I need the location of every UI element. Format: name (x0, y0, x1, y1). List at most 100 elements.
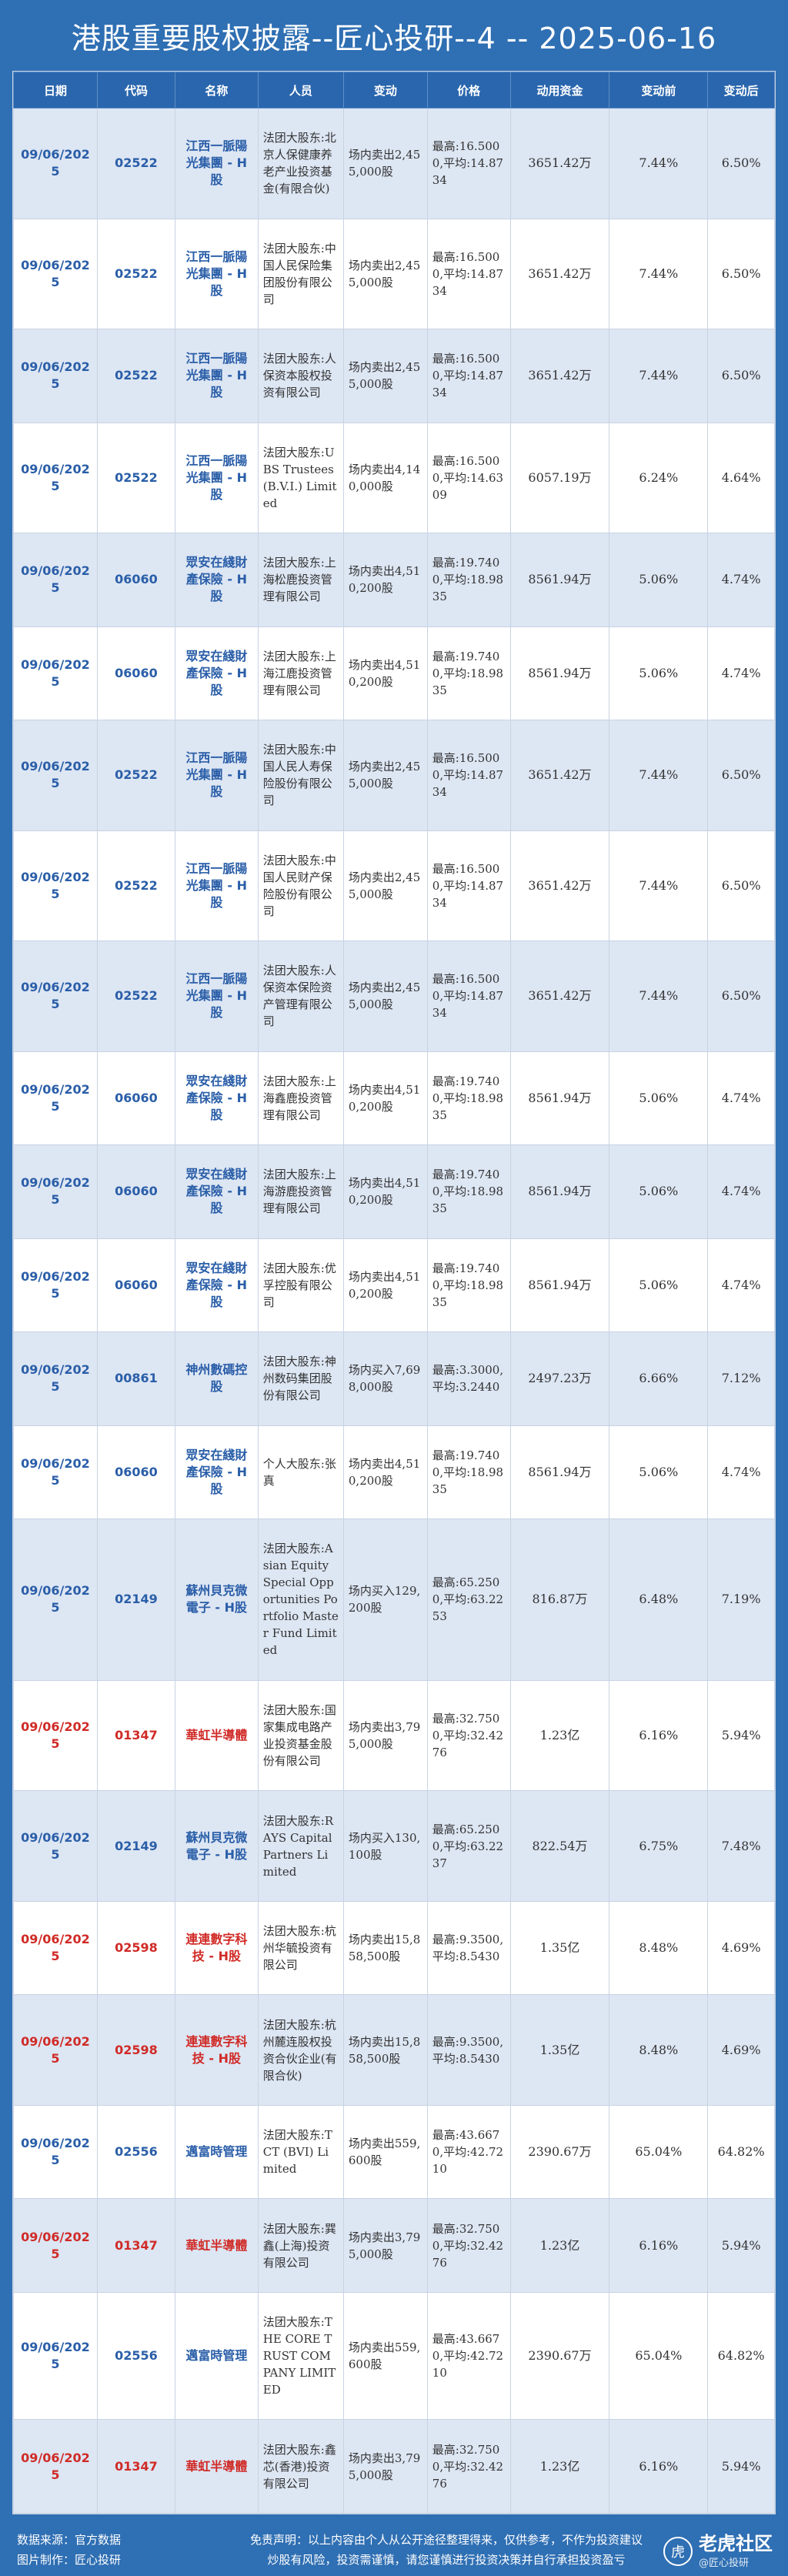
cell-date: 09/06/2025 (13, 2291, 98, 2421)
cell-code: 06060 (96, 1425, 176, 1520)
cell-change: 场内卖出4,510,200股 (342, 1051, 428, 1146)
cell-price: 最高:16.5000,平均:14.8734 (426, 108, 511, 219)
cell-before: 6.16% (609, 2198, 709, 2293)
cell-price: 最高:9.3500,平均:8.5430 (426, 1900, 511, 1996)
table-row: 09/06/2025 06060 眾安在綫財產保險 - H股 法团大股东:优孚控股有限… (13, 1238, 775, 1333)
cell-price: 最高:32.7500,平均:32.4276 (426, 2419, 511, 2514)
cell-person: 法团大股东:人保资本保险资产管理有限公司 (257, 941, 344, 1052)
cell-capital: 3651.42万 (509, 830, 610, 942)
cell-after: 4.69% (707, 1994, 775, 2106)
header-date: 日期 (13, 72, 98, 109)
table-row: 09/06/2025 06060 眾安在綫財產保險 - H股 个人大股东:张真 场内卖出… (13, 1425, 775, 1520)
cell-before: 7.44% (609, 830, 709, 942)
cell-person: 法团大股东:TCT (BVI) Limited (257, 2104, 344, 2200)
table-row: 09/06/2025 02598 連連數字科技 - H股 法团大股东:杭州麓连股权投资… (13, 1994, 775, 2106)
table-row: 09/06/2025 02598 連連數字科技 - H股 法团大股东:杭州华毓投资有限… (13, 1900, 775, 1996)
table-row: 09/06/2025 02149 蘇州貝克微電子 - H股 法团大股东:Asian E… (13, 1519, 775, 1681)
table-row: 09/06/2025 06060 眾安在綫財產保險 - H股 法团大股东:上海鑫鹿投资… (13, 1051, 775, 1146)
cell-person: 法团大股东:巽鑫(上海)投资有限公司 (257, 2198, 344, 2293)
cell-capital: 1.35亿 (509, 1994, 610, 2106)
cell-capital: 1.23亿 (509, 2419, 610, 2514)
cell-capital: 1.23亿 (509, 2198, 610, 2293)
cell-date: 09/06/2025 (13, 2104, 98, 2200)
table-row: 09/06/2025 06060 眾安在綫財產保險 - H股 法团大股东:上海江鹿投资… (13, 626, 775, 721)
cell-after: 64.82% (707, 2291, 775, 2421)
cell-price: 最高:16.5000,平均:14.6309 (426, 422, 511, 534)
brand-handle: @匠心投研 (699, 2558, 750, 2569)
cell-price: 最高:32.7500,平均:32.4276 (426, 1679, 511, 1792)
cell-date: 09/06/2025 (13, 2419, 98, 2514)
cell-change: 场内卖出2,455,000股 (342, 218, 428, 330)
cell-price: 最高:16.5000,平均:14.8734 (426, 218, 511, 330)
cell-date: 09/06/2025 (13, 533, 98, 627)
cell-capital: 3651.42万 (509, 941, 610, 1052)
cell-person: 法团大股东:THE CORE TRUST COMPANY LIMITED (257, 2291, 344, 2421)
table-row: 09/06/2025 06060 眾安在綫財產保險 - H股 法团大股东:上海游鹿投资… (13, 1144, 775, 1239)
cell-change: 场内卖出559,600股 (342, 2104, 428, 2200)
cell-name: 眾安在綫財產保險 - H股 (175, 626, 259, 721)
footer-maker: 图片制作：匠心投研 (17, 2553, 122, 2567)
cell-name: 連連數字科技 - H股 (175, 1900, 259, 1996)
cell-date: 09/06/2025 (13, 1900, 98, 1996)
cell-capital: 822.54万 (509, 1790, 610, 1902)
table-row: 09/06/2025 02522 江西一脈陽光集團 - H股 法团大股东:中国人民人寿… (13, 720, 775, 831)
cell-after: 6.50% (707, 218, 775, 330)
cell-capital: 3651.42万 (509, 720, 610, 831)
footer: 数据来源：官方数据 图片制作：匠心投研 免责声明：以上内容由个人从公开途径整理得… (0, 2522, 788, 2576)
header-after: 变动后 (707, 72, 775, 109)
header-change: 变动 (342, 72, 428, 109)
cell-capital: 2390.67万 (509, 2291, 610, 2421)
cell-code: 02149 (96, 1790, 176, 1902)
cell-date: 09/06/2025 (13, 108, 98, 219)
cell-date: 09/06/2025 (13, 422, 98, 534)
disclosure-table-container: 日期 代码 名称 人员 变动 价格 动用资金 变动前 变动后 09/06/202… (12, 71, 776, 2514)
cell-capital: 8561.94万 (509, 1238, 610, 1333)
cell-change: 场内卖出2,455,000股 (342, 941, 428, 1052)
cell-code: 02598 (96, 1900, 176, 1996)
cell-name: 江西一脈陽光集團 - H股 (175, 720, 259, 831)
cell-code: 02149 (96, 1519, 176, 1681)
cell-change: 场内卖出559,600股 (342, 2291, 428, 2421)
cell-after: 7.19% (707, 1519, 775, 1681)
cell-price: 最高:16.5000,平均:14.8734 (426, 329, 511, 423)
cell-price: 最高:19.7400,平均:18.9835 (426, 1425, 511, 1520)
cell-before: 7.44% (609, 108, 709, 219)
cell-change: 场内卖出2,455,000股 (342, 720, 428, 831)
cell-name: 江西一脈陽光集團 - H股 (175, 108, 259, 219)
cell-date: 09/06/2025 (13, 1519, 98, 1681)
brand-name: 老虎社区 (699, 2533, 773, 2554)
cell-before: 6.75% (609, 1790, 709, 1902)
cell-name: 眾安在綫財產保險 - H股 (175, 1238, 259, 1333)
footer-brand: 虎 老虎社区 @匠心投研 (663, 2533, 773, 2569)
cell-price: 最高:9.3500,平均:8.5430 (426, 1994, 511, 2106)
cell-change: 场内卖出4,510,200股 (342, 1144, 428, 1239)
cell-name: 江西一脈陽光集團 - H股 (175, 422, 259, 534)
cell-after: 5.94% (707, 1679, 775, 1792)
cell-person: 法团大股东:杭州麓连股权投资合伙企业(有限合伙) (257, 1994, 344, 2106)
cell-after: 6.50% (707, 830, 775, 942)
cell-change: 场内卖出3,795,000股 (342, 2419, 428, 2514)
cell-change: 场内卖出15,858,500股 (342, 1994, 428, 2106)
table-row: 09/06/2025 02556 邁富時管理 法团大股东:THE CORE TRUST… (13, 2291, 775, 2421)
cell-code: 06060 (96, 1144, 176, 1239)
cell-capital: 8561.94万 (509, 533, 610, 627)
cell-change: 场内卖出4,510,200股 (342, 1238, 428, 1333)
cell-date: 09/06/2025 (13, 626, 98, 721)
tiger-logo-icon: 虎 (663, 2536, 693, 2566)
cell-capital: 816.87万 (509, 1519, 610, 1681)
cell-before: 8.48% (609, 1900, 709, 1996)
cell-capital: 1.23亿 (509, 1679, 610, 1792)
cell-code: 02522 (96, 329, 176, 423)
cell-date: 09/06/2025 (13, 1790, 98, 1902)
cell-change: 场内卖出4,140,000股 (342, 422, 428, 534)
cell-change: 场内卖出2,455,000股 (342, 830, 428, 942)
cell-person: 法团大股东:中国人民人寿保险股份有限公司 (257, 720, 344, 831)
disclosure-table: 日期 代码 名称 人员 变动 价格 动用资金 变动前 变动后 09/06/202… (13, 72, 775, 2514)
table-row: 09/06/2025 01347 華虹半導體 法团大股东:巽鑫(上海)投资有限公司 场内… (13, 2198, 775, 2293)
cell-code: 06060 (96, 626, 176, 721)
cell-capital: 2497.23万 (509, 1331, 610, 1426)
cell-capital: 6057.19万 (509, 422, 610, 534)
table-row: 09/06/2025 01347 華虹半導體 法团大股东:国家集成电路产业投资基金股份… (13, 1679, 775, 1792)
cell-capital: 2390.67万 (509, 2104, 610, 2200)
header-price: 价格 (426, 72, 511, 109)
